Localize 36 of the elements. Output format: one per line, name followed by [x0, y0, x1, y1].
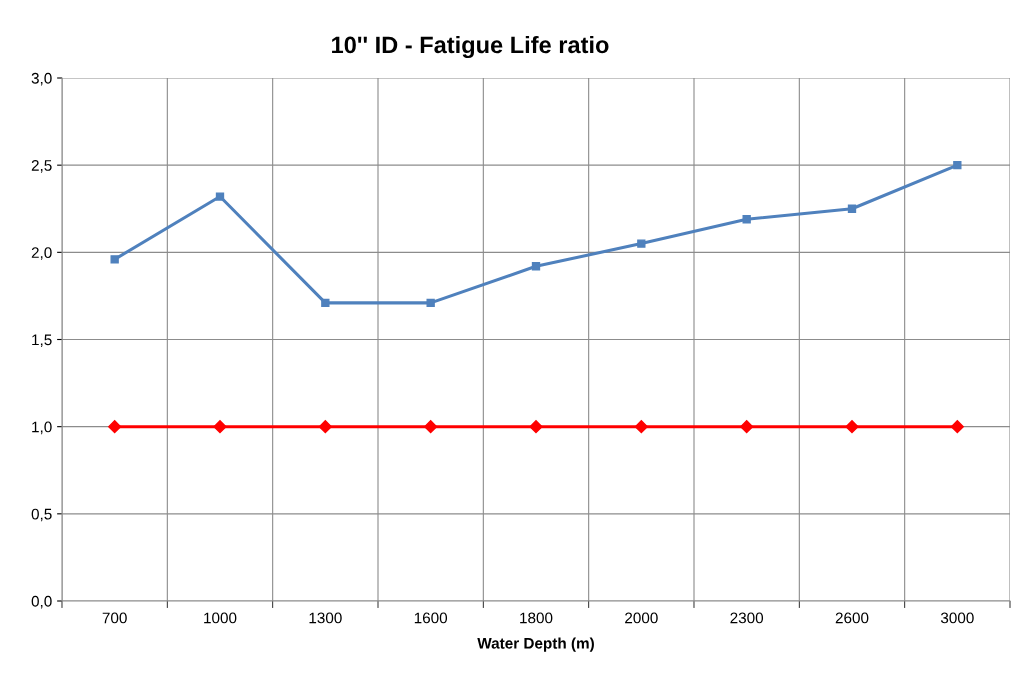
x-tick-label: 1000: [204, 612, 237, 624]
point: [424, 420, 438, 434]
y-tick-label: 2,0: [31, 247, 52, 260]
x-tick-label: 2300: [730, 612, 764, 624]
point: [108, 420, 122, 434]
x-tick-label: 2600: [835, 612, 869, 624]
y-tick-label: 1,0: [32, 421, 52, 435]
point: [531, 262, 541, 271]
x-axis-title: Water Depth (m): [477, 637, 594, 652]
point: [110, 255, 119, 264]
x-tick-label: 1600: [414, 612, 448, 624]
x-tick-label: 2000: [625, 612, 658, 624]
point: [215, 192, 225, 201]
point: [529, 420, 543, 434]
point: [426, 298, 435, 308]
x-tick-label: 1300: [309, 612, 342, 624]
point: [742, 215, 751, 224]
point: [318, 420, 332, 434]
point: [950, 420, 964, 434]
x-tick-label: 700: [102, 612, 127, 624]
point: [847, 204, 857, 213]
x-tick-label: 1800: [520, 612, 553, 624]
point: [637, 239, 646, 248]
point: [321, 298, 330, 308]
y-tick-label: 1,5: [32, 334, 52, 347]
y-tick-label: 3,0: [31, 72, 52, 86]
point: [845, 420, 859, 434]
y-tick-label: 0,5: [31, 508, 52, 522]
y-tick-label: 0,0: [31, 595, 52, 609]
y-tick-label: 2,5: [31, 160, 52, 173]
point: [634, 420, 648, 434]
point: [740, 420, 754, 434]
point: [953, 160, 962, 170]
chart-title: 10'' ID - Fatigue Life ratio: [332, 35, 609, 59]
point: [213, 420, 227, 434]
x-tick-label: 3000: [940, 612, 974, 624]
